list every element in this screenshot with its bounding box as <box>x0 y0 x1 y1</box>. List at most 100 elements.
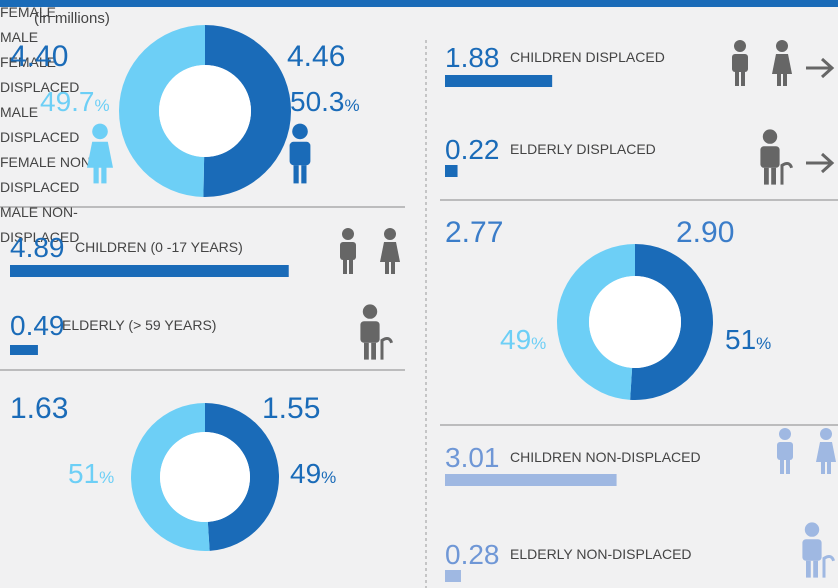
person-body <box>289 141 311 166</box>
bar <box>10 265 289 277</box>
bar <box>10 345 38 355</box>
person-leg <box>391 260 395 274</box>
person-head <box>762 129 778 144</box>
person-body <box>760 146 780 168</box>
person-body <box>360 321 380 343</box>
donut-segment <box>203 25 292 198</box>
person-leg <box>93 165 99 184</box>
percent-unit: % <box>531 334 547 353</box>
value: 4.89 <box>10 232 65 263</box>
label: CHILDREN DISPLACED <box>510 49 665 65</box>
person-leg <box>364 342 369 360</box>
percent: 49% <box>290 460 336 488</box>
person-body <box>802 539 822 561</box>
percent-unit: % <box>94 96 110 115</box>
donut-hole <box>160 432 250 522</box>
person-leg <box>735 72 739 86</box>
value: 2.90 <box>676 216 735 249</box>
percent-unit: % <box>321 468 337 487</box>
label: FEMALE NON-DISPLACED <box>0 154 96 195</box>
person-leg <box>827 460 831 474</box>
value: 0.49 <box>10 310 65 341</box>
person-leg <box>777 72 781 86</box>
percent: 51% <box>725 326 771 354</box>
note: (in millions) <box>34 10 110 27</box>
percent: 49.7% <box>40 88 110 116</box>
percent-value: 49 <box>290 458 322 489</box>
person-body <box>816 442 836 462</box>
person-leg <box>385 260 389 274</box>
person-body <box>777 442 793 460</box>
percent-value: 49 <box>500 324 532 355</box>
label: MALE NON-DISPLACED <box>0 204 80 245</box>
person-leg <box>780 460 784 474</box>
label: FEMALE <box>0 4 57 20</box>
person-leg <box>806 560 811 578</box>
percent-value: 51 <box>725 324 757 355</box>
bar <box>445 474 617 486</box>
label: CHILDREN NON-DISPLACED <box>510 449 701 465</box>
bar <box>445 570 461 582</box>
label: MALE DISPLACED <box>0 104 80 145</box>
person-leg <box>764 167 769 185</box>
person-leg <box>771 167 776 185</box>
value: 3.01 <box>445 442 500 473</box>
person-leg <box>813 560 818 578</box>
person-body <box>380 242 400 262</box>
donut-segment <box>630 244 713 400</box>
arrow <box>806 152 835 174</box>
person-head <box>342 228 354 240</box>
percent: 51% <box>68 460 114 488</box>
label: ELDERLY DISPLACED <box>510 141 656 157</box>
person-leg <box>293 165 299 184</box>
value: 0.22 <box>445 134 500 165</box>
cane <box>822 554 836 578</box>
label: ELDERLY NON-DISPLACED <box>510 546 692 562</box>
person-head <box>362 304 378 319</box>
percent-value: 51 <box>68 458 100 489</box>
donut-hole <box>589 276 681 368</box>
person-head <box>804 522 820 537</box>
percent-value: 49.7 <box>40 86 95 117</box>
donut-segment <box>556 244 635 400</box>
person-leg <box>343 260 347 274</box>
person-body <box>772 54 792 74</box>
value: 1.55 <box>262 392 321 425</box>
percent-value: 50.3 <box>290 86 345 117</box>
donut-hole <box>159 65 251 157</box>
top-band <box>0 0 838 7</box>
donut-segment <box>119 25 205 197</box>
bar <box>445 75 553 87</box>
person-head <box>779 428 791 440</box>
person-head <box>384 228 396 240</box>
value: 2.77 <box>445 216 504 249</box>
value: 1.63 <box>10 392 69 425</box>
person-body <box>732 54 748 72</box>
donut-segment <box>205 403 280 551</box>
person-leg <box>821 460 825 474</box>
label: CHILDREN (0 -17 YEARS) <box>75 239 243 255</box>
percent-unit: % <box>344 96 360 115</box>
person-head <box>734 40 746 52</box>
person-head <box>820 428 832 440</box>
cane <box>380 336 394 360</box>
percent-unit: % <box>99 468 115 487</box>
person-leg <box>101 165 107 184</box>
person-head <box>776 40 788 52</box>
cane <box>780 161 794 185</box>
percent-unit: % <box>756 334 772 353</box>
value: 0.28 <box>445 539 500 570</box>
label: FEMALE DISPLACED <box>0 54 80 95</box>
value: 4.46 <box>287 40 346 73</box>
person-leg <box>786 460 790 474</box>
person-leg <box>783 72 787 86</box>
percent: 50.3% <box>290 88 360 116</box>
person-leg <box>301 165 307 184</box>
person-head <box>92 123 108 140</box>
label: ELDERLY (> 59 YEARS) <box>62 317 217 333</box>
person-leg <box>349 260 353 274</box>
person-head <box>292 123 308 140</box>
bar <box>445 165 458 177</box>
